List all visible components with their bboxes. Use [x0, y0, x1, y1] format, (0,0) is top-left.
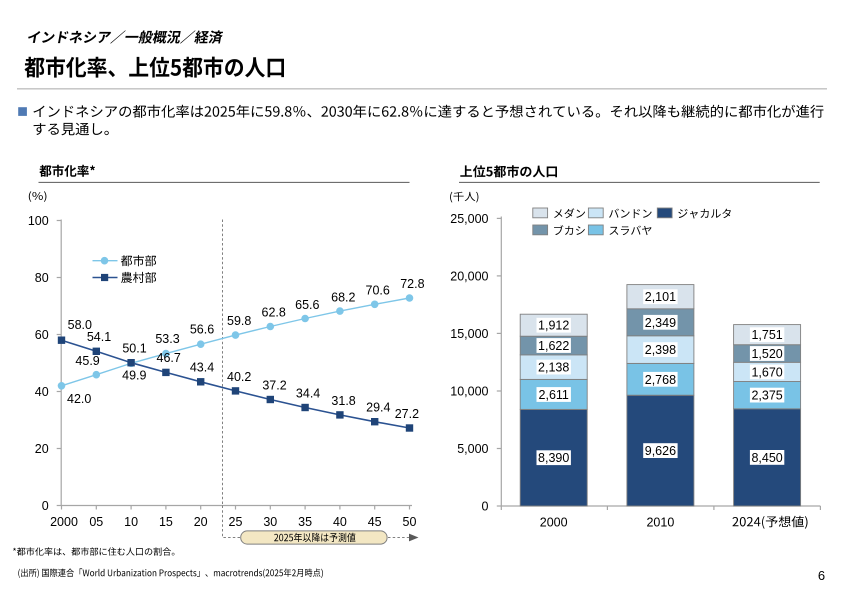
svg-text:15: 15: [159, 515, 173, 529]
svg-text:15,000: 15,000: [450, 327, 488, 341]
svg-text:2,768: 2,768: [645, 373, 676, 387]
svg-text:2010: 2010: [646, 515, 674, 529]
svg-text:1,751: 1,751: [751, 328, 782, 342]
svg-text:30: 30: [263, 515, 277, 529]
svg-text:9,626: 9,626: [645, 444, 676, 458]
svg-text:50: 50: [403, 515, 417, 529]
svg-text:2,611: 2,611: [539, 388, 569, 402]
svg-text:25,000: 25,000: [450, 212, 488, 226]
svg-text:68.2: 68.2: [331, 290, 355, 304]
svg-text:49.9: 49.9: [122, 368, 146, 382]
svg-text:46.7: 46.7: [157, 351, 181, 365]
svg-text:54.1: 54.1: [87, 330, 111, 344]
svg-text:1,912: 1,912: [538, 319, 569, 333]
svg-text:60: 60: [35, 328, 49, 342]
svg-text:40.2: 40.2: [227, 370, 251, 384]
svg-text:25: 25: [229, 515, 243, 529]
svg-text:2,375: 2,375: [751, 389, 782, 403]
svg-text:34.4: 34.4: [296, 386, 320, 400]
svg-text:72.8: 72.8: [400, 277, 424, 291]
svg-text:2000: 2000: [540, 515, 568, 529]
svg-text:80: 80: [35, 271, 49, 285]
svg-text:100: 100: [28, 214, 49, 228]
svg-text:2,101: 2,101: [645, 290, 676, 304]
svg-text:62.8: 62.8: [262, 306, 286, 320]
svg-text:8,450: 8,450: [751, 451, 782, 465]
svg-text:2,398: 2,398: [645, 343, 676, 357]
svg-text:20: 20: [35, 442, 49, 456]
svg-text:1,622: 1,622: [538, 339, 569, 353]
svg-text:5,000: 5,000: [457, 442, 488, 456]
svg-text:65.6: 65.6: [295, 298, 319, 312]
svg-text:27.2: 27.2: [395, 407, 419, 421]
svg-text:59.8: 59.8: [227, 314, 251, 328]
svg-text:56.6: 56.6: [190, 322, 214, 336]
svg-text:0: 0: [482, 499, 489, 513]
svg-text:37.2: 37.2: [262, 378, 286, 392]
svg-text:6: 6: [818, 568, 825, 583]
svg-text:40: 40: [35, 385, 49, 399]
svg-text:2000: 2000: [50, 515, 78, 529]
svg-text:0: 0: [42, 499, 49, 513]
svg-text:45: 45: [368, 515, 382, 529]
svg-text:43.4: 43.4: [190, 361, 214, 375]
svg-text:10,000: 10,000: [450, 384, 488, 398]
svg-text:35: 35: [298, 515, 312, 529]
svg-text:10: 10: [124, 515, 138, 529]
svg-text:45.9: 45.9: [75, 354, 99, 368]
svg-text:50.1: 50.1: [122, 342, 146, 356]
svg-text:42.0: 42.0: [67, 392, 91, 406]
svg-text:40: 40: [333, 515, 347, 529]
svg-text:1,670: 1,670: [751, 365, 782, 379]
svg-text:58.0: 58.0: [68, 318, 92, 332]
svg-text:53.3: 53.3: [155, 332, 179, 346]
svg-text:2,349: 2,349: [645, 316, 676, 330]
svg-text:29.4: 29.4: [366, 401, 390, 415]
svg-text:20: 20: [194, 515, 208, 529]
svg-text:20,000: 20,000: [450, 269, 488, 283]
svg-text:31.8: 31.8: [331, 394, 355, 408]
svg-text:8,390: 8,390: [538, 451, 569, 465]
svg-text:1,520: 1,520: [751, 347, 782, 361]
svg-text:2,138: 2,138: [538, 361, 569, 375]
svg-text:05: 05: [89, 515, 103, 529]
svg-text:70.6: 70.6: [366, 283, 390, 297]
